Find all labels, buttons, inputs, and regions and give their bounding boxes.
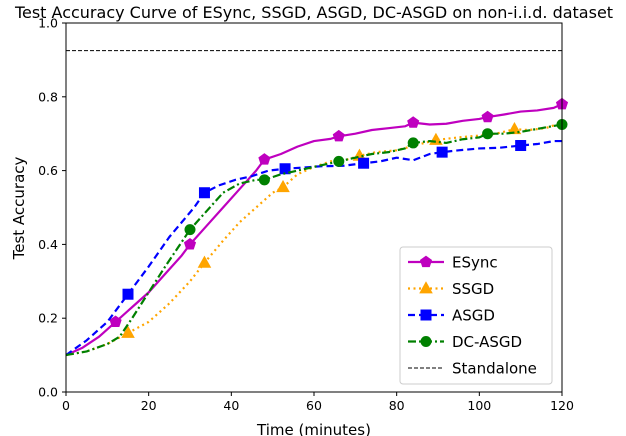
x-tick-label: 80 [389, 398, 405, 413]
series-2: ASGD: (15, 0.265) ASGD: (33.5, 0.54) ASGD:… [65, 139, 562, 356]
y-tick-label: 0.2 [38, 311, 58, 326]
y-tick-label: 0.8 [38, 89, 58, 104]
data-point: ESync: (102, 0.745) [481, 110, 494, 123]
data-point: DC-ASGD: (102, 0.7) [482, 128, 494, 140]
x-tick-label: 60 [306, 398, 322, 413]
y-tick-label: 1.0 [38, 16, 58, 31]
x-axis-ticks: 0 20 40 60 80 100 120 [62, 392, 574, 413]
y-tick-label: 0.4 [38, 237, 58, 252]
legend-item: DC-ASGD [408, 333, 522, 351]
data-point: DC-ASGD: (66, 0.625) [333, 155, 345, 167]
legend-label: DC-ASGD [452, 333, 522, 351]
data-point: ESync: (48, 0.63) [258, 153, 271, 165]
data-point: ASGD: (110, 0.668) [515, 140, 527, 152]
legend-label: Standalone [452, 360, 537, 378]
x-tick-label: 40 [223, 398, 239, 413]
y-axis-ticks: 0.0 0.2 0.4 0.6 0.8 1.0 [38, 16, 66, 400]
data-point: DC-ASGD: (30, 0.44) [184, 224, 196, 236]
legend-marker [420, 309, 432, 321]
data-point: SSGD: (33.5, 0.35) [197, 255, 212, 268]
series-3: DC-ASGD: (30, 0.44) DC-ASGD: (48, 0.575) D… [65, 118, 568, 357]
data-point: ESync: (84, 0.73) [407, 116, 420, 128]
legend: ESync SSGD ASGD DC-ASGD Standalone [399, 246, 553, 385]
legend-box [399, 246, 553, 385]
data-point: ASGD: (91, 0.65) [436, 146, 448, 158]
data-point: ASGD: (15, 0.265) [122, 288, 134, 300]
x-tick-label: 20 [141, 398, 157, 413]
data-point: ASGD: (72, 0.62) [358, 157, 370, 169]
legend-item: Standalone [408, 360, 537, 378]
legend-marker [420, 336, 432, 347]
data-point: ESync: (66, 0.693) [332, 129, 345, 142]
legend-label: ASGD [452, 307, 495, 325]
data-point: ESync: (12, 0.19) [109, 315, 122, 328]
series-line [65, 139, 562, 356]
series-0: ESync: (12, 0.19) ESync: (30, 0.4) ESync: … [65, 97, 569, 357]
y-axis-label: Test Accuracy [10, 156, 28, 260]
x-axis-label: Time (minutes) [256, 421, 371, 436]
x-tick-label: 120 [550, 398, 574, 413]
legend-item: ASGD [408, 307, 495, 325]
chart-title: Test Accuracy Curve of ESync, SSGD, ASGD… [14, 3, 613, 22]
data-point: ESync: (30, 0.4) [183, 238, 197, 250]
data-point: SSGD: (52.5, 0.555) [276, 179, 290, 193]
x-tick-label: 0 [62, 398, 70, 413]
y-tick-label: 0.0 [38, 385, 58, 400]
legend-label: ESync [452, 254, 498, 272]
legend-marker [419, 255, 433, 268]
y-tick-label: 0.6 [38, 163, 58, 178]
x-tick-label: 100 [467, 398, 491, 413]
data-point: SSGD: (15, 0.16) [121, 325, 135, 338]
data-point: DC-ASGD: (48, 0.575) [258, 174, 270, 186]
data-point: ASGD: (33.5, 0.54) [198, 187, 210, 199]
legend-item: SSGD [408, 280, 494, 298]
series-layer: ESync: (12, 0.19) ESync: (30, 0.4) ESync: … [65, 50, 569, 357]
data-point: DC-ASGD: (84, 0.675) [407, 137, 419, 149]
legend-label: SSGD [452, 280, 494, 298]
legend-item: ESync [408, 254, 498, 272]
legend-marker [419, 281, 433, 294]
